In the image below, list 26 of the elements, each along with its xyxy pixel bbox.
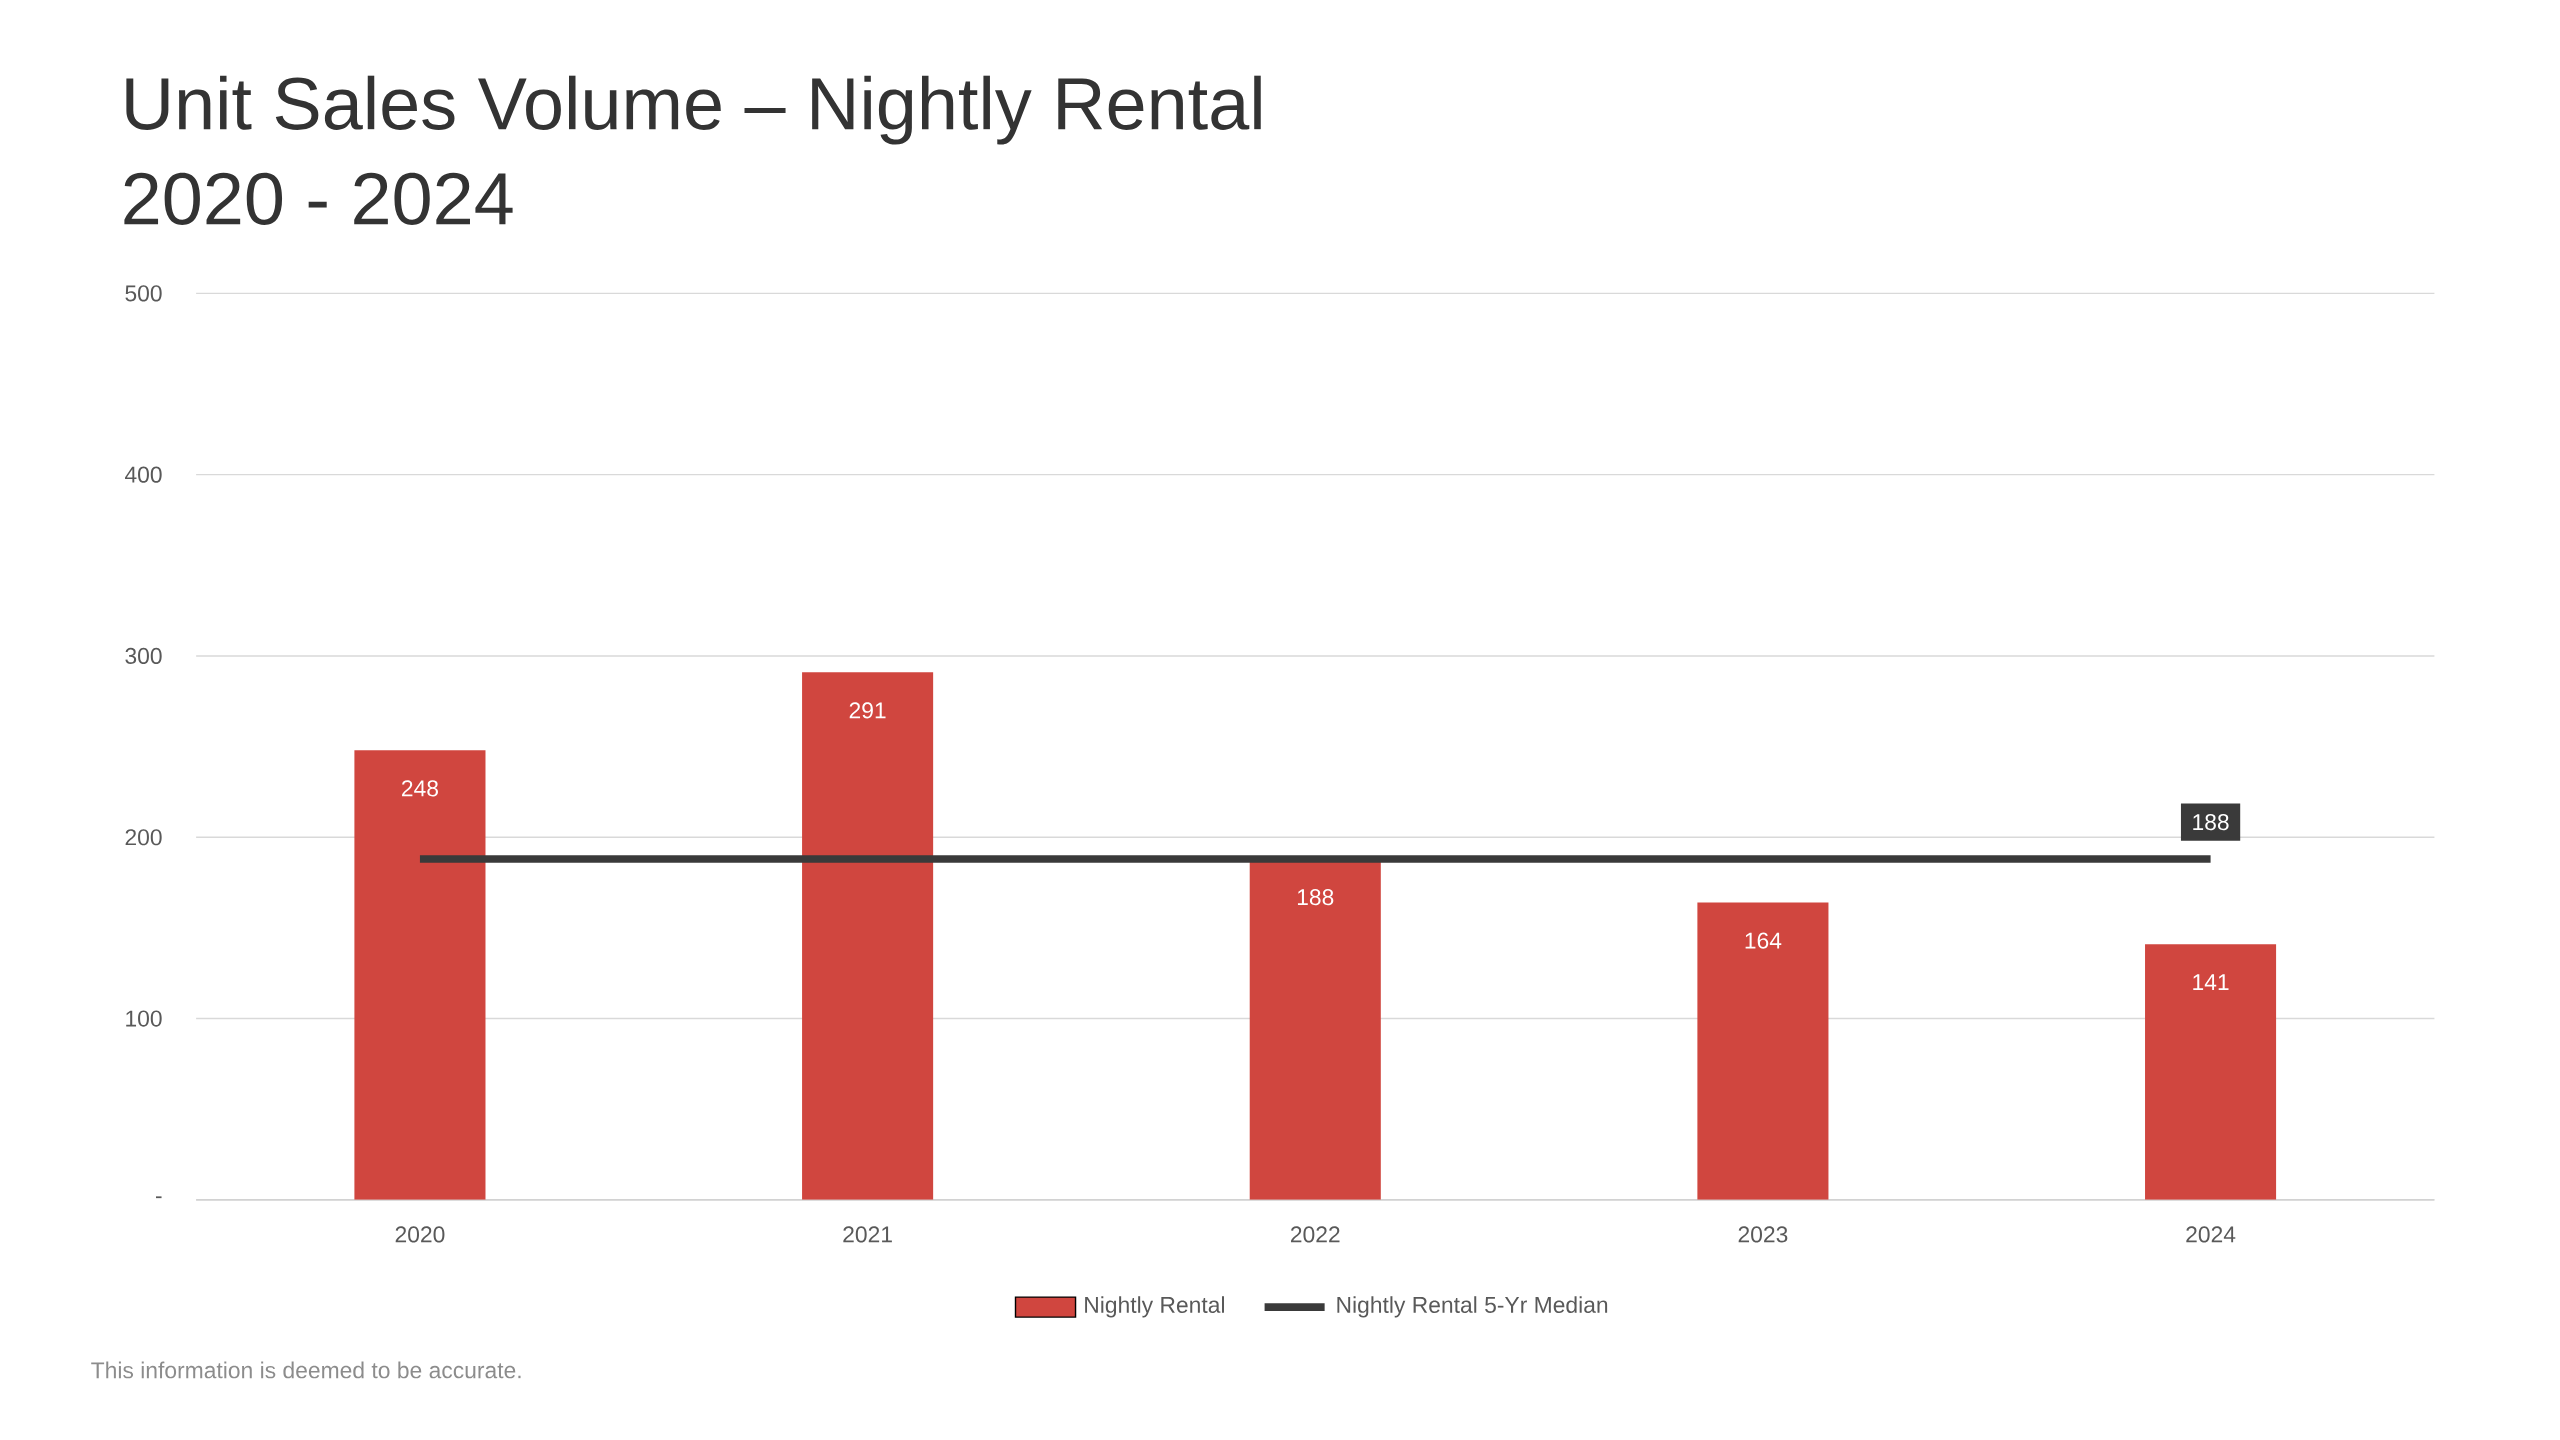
y-tick-label: 100: [126, 1010, 162, 1027]
data-label: 248: [402, 780, 438, 797]
x-tick-label: 2020: [395, 1226, 445, 1243]
data-label: 291: [849, 702, 886, 719]
bar: [1697, 902, 1829, 1200]
legend-label: Nightly Rental 5-Yr Median: [1337, 1296, 1608, 1318]
text: This information is deemed to be accurate.: [91, 1361, 521, 1379]
data-label: 141: [2193, 974, 2229, 990]
chart-subtitle: 2020 - 2024: [124, 172, 513, 225]
y-tick-label: 300: [125, 647, 162, 665]
bar: [354, 750, 486, 1200]
bar: [802, 672, 934, 1200]
y-tick-label: -: [155, 1196, 162, 1199]
legend-label: Nightly Rental: [1085, 1296, 1224, 1318]
data-label: 188: [1297, 889, 1334, 906]
chart-title: Unit Sales Volume – Nightly Rental: [126, 75, 1261, 145]
x-tick-label: 2022: [1291, 1226, 1340, 1243]
y-tick-label: 200: [125, 829, 162, 846]
data-label: 188: [2193, 814, 2229, 831]
x-tick-label: 2021: [843, 1226, 892, 1243]
x-tick-label: 2023: [1738, 1226, 1788, 1243]
x-tick-label: 2024: [2186, 1226, 2236, 1243]
y-tick-label: 500: [125, 285, 162, 302]
bar: [2145, 944, 2277, 1200]
data-label: 164: [1745, 932, 1782, 949]
y-tick-label: 400: [125, 466, 162, 483]
